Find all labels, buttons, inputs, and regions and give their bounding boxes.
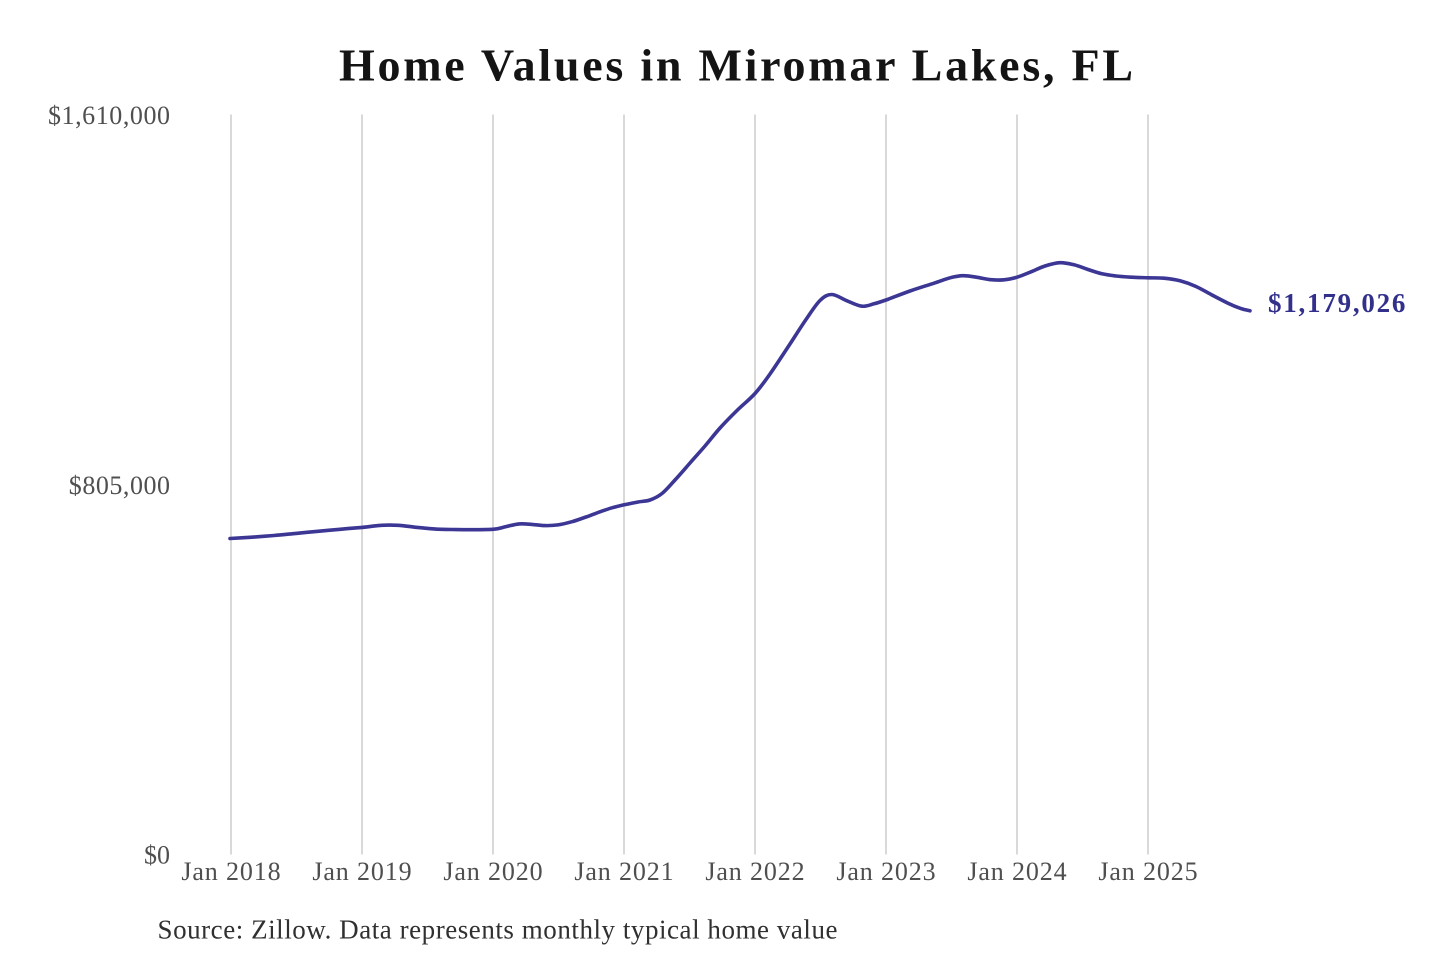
svg-text:$805,000: $805,000: [69, 471, 170, 500]
svg-text:Jan 2021: Jan 2021: [574, 857, 673, 886]
svg-text:Home Values in Miromar Lakes,: Home Values in Miromar Lakes, FL: [339, 40, 1133, 91]
svg-text:Jan 2018: Jan 2018: [181, 857, 280, 886]
svg-text:$1,179,026: $1,179,026: [1268, 288, 1405, 318]
svg-text:$0: $0: [144, 841, 170, 870]
svg-text:Jan 2022: Jan 2022: [705, 857, 804, 886]
svg-text:Jan 2020: Jan 2020: [443, 857, 542, 886]
svg-text:Source: Zillow. Data represent: Source: Zillow. Data represents monthly …: [158, 915, 838, 945]
svg-text:Jan 2019: Jan 2019: [312, 857, 411, 886]
svg-text:Jan 2024: Jan 2024: [967, 857, 1066, 886]
svg-text:$1,610,000: $1,610,000: [48, 101, 170, 130]
svg-text:Jan 2023: Jan 2023: [836, 857, 935, 886]
svg-text:Jan 2025: Jan 2025: [1098, 857, 1197, 886]
